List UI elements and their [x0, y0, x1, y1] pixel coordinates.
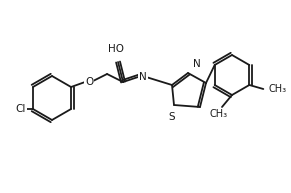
Text: N: N	[193, 59, 201, 69]
Text: S: S	[169, 112, 175, 122]
Text: HO: HO	[108, 44, 124, 54]
Text: O: O	[85, 77, 93, 87]
Text: CH₃: CH₃	[210, 109, 228, 119]
Text: Cl: Cl	[16, 104, 26, 114]
Text: CH₃: CH₃	[268, 84, 286, 94]
Text: N: N	[139, 72, 147, 82]
